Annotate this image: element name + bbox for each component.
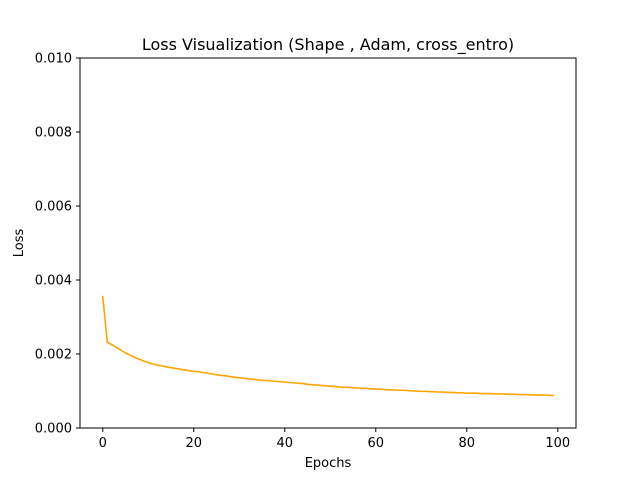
x-tick-label: 0	[99, 436, 107, 451]
y-tick-label: 0.006	[35, 200, 72, 215]
y-tick-label: 0.010	[35, 52, 72, 67]
y-tick-label: 0.004	[35, 274, 72, 289]
chart-title: Loss Visualization (Shape , Adam, cross_…	[142, 35, 514, 55]
loss-series-line	[101, 295, 555, 397]
y-tick-label: 0.008	[35, 126, 72, 141]
plot-frame	[79, 57, 577, 429]
plot-area: 0 20 40 60 80 100 0.000 0.002 0.004 0.006 0.008 0.0…	[35, 52, 570, 452]
x-axis-label: Epochs	[305, 456, 352, 471]
x-tick-label: 20	[185, 436, 202, 451]
x-tick-label: 40	[276, 436, 293, 451]
x-tick-label: 60	[368, 436, 385, 451]
y-tick-label: 0.000	[35, 422, 72, 437]
y-tick-label: 0.002	[35, 348, 72, 363]
x-tick-label: 100	[545, 436, 570, 451]
x-tick-label: 80	[459, 436, 476, 451]
y-axis-label: Loss	[12, 229, 27, 258]
